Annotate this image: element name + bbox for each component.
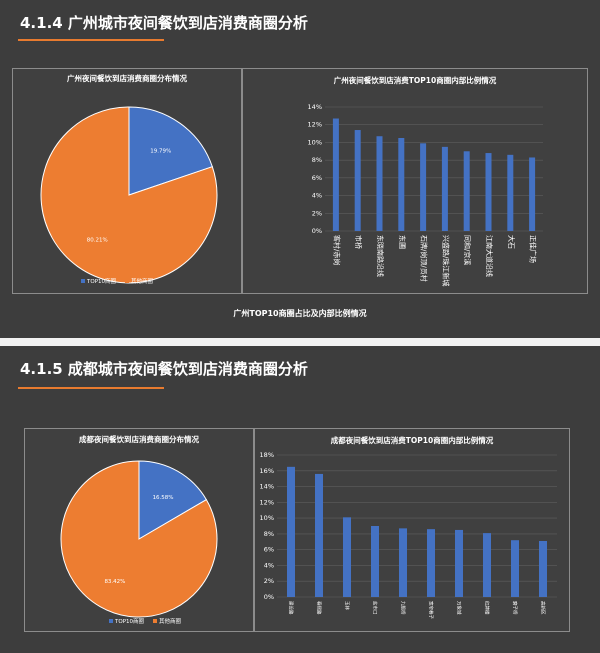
x-tick-label: 万象城 <box>456 601 463 615</box>
y-tick-label: 10% <box>308 138 322 146</box>
y-tick-label: 14% <box>308 103 322 111</box>
bar <box>287 466 295 597</box>
pie-slice <box>40 106 218 284</box>
figure-caption: 广州TOP10商圈占比及内部比例情况 <box>233 309 367 318</box>
y-tick-label: 8% <box>312 156 322 164</box>
bar <box>507 154 514 231</box>
pie-slice <box>128 106 213 196</box>
pie-slice <box>138 460 208 540</box>
legend-swatch <box>109 619 113 623</box>
section-title: 4.1.5 成都城市夜间餐饮到店消费商圈分析 <box>20 360 308 378</box>
bar <box>343 517 351 597</box>
title-underline <box>18 39 164 41</box>
bar <box>376 136 383 231</box>
pie-panel: 广州夜间餐饮到店消费商圈分布情况 19.79% 80.21% TOP10商圈 其他商圈 <box>12 68 242 294</box>
legend-swatch <box>153 619 157 623</box>
x-tick-label: 盐市口 <box>372 601 379 615</box>
bar <box>427 529 435 597</box>
y-tick-label: 6% <box>312 174 322 182</box>
legend-swatch <box>81 279 85 283</box>
legend-label: 其他商圈 <box>131 277 154 285</box>
pie-chart: 16.58% 83.42% TOP10商圈 其他商圈 <box>60 460 218 625</box>
bar-title: 广州夜间餐饮到店消费TOP10商圈内部比例情况 <box>333 76 497 85</box>
bar <box>529 157 536 231</box>
section-chengdu: 4.1.5 成都城市夜间餐饮到店消费商圈分析 成都夜间餐饮到店消费商圈分布情况 … <box>0 346 600 653</box>
x-tick-label: 正佳广场 <box>529 235 538 263</box>
pie-slice-label: 83.42% <box>104 579 125 585</box>
bar <box>539 540 547 597</box>
bar-panel: 成都夜间餐饮到店消费TOP10商圈内部比例情况 0% 2% 4% 6% 8% 10% 12%… <box>254 428 570 632</box>
x-tick-label: 客村/赤岗 <box>332 235 341 265</box>
y-tick-label: 0% <box>264 593 274 601</box>
x-tick-label: 高新区 <box>540 601 547 615</box>
y-tick-label: 16% <box>260 467 274 475</box>
y-tick-label: 12% <box>308 121 322 129</box>
section-separator <box>0 338 600 346</box>
y-tick-label: 10% <box>260 514 274 522</box>
x-tick-label: 红牌楼 <box>484 601 491 615</box>
legend-label: TOP10商圈 <box>114 617 145 625</box>
bar <box>420 143 427 231</box>
x-tick-label: 兴盛路/珠江新城 <box>441 235 450 286</box>
x-tick-label: 东圃 <box>398 235 407 249</box>
x-tick-label: 市桥 <box>354 235 363 249</box>
bar <box>441 146 448 231</box>
y-tick-label: 4% <box>312 192 322 200</box>
legend-label: 其他商圈 <box>159 617 182 625</box>
x-tick-label: 春熙路 <box>316 601 323 615</box>
bar <box>315 473 323 597</box>
y-tick-label: 18% <box>260 451 274 459</box>
x-tick-label: 石牌/岗顶/员村 <box>420 235 429 282</box>
bar <box>485 153 492 231</box>
bar-chart: 0% 2% 4% 6% 8% 10% 12% 14% 客村/赤岗 市桥 东晓南路沿线 东圃 石牌/岗顶/… <box>308 103 543 286</box>
x-tick-label: 磨子桥 <box>512 601 519 615</box>
x-tick-label: 同和/京溪 <box>463 235 472 265</box>
y-tick-label: 6% <box>264 546 274 554</box>
bar <box>455 529 463 597</box>
y-tick-label: 2% <box>264 577 274 585</box>
y-tick-label: 12% <box>260 498 274 506</box>
title-underline <box>18 387 164 389</box>
y-tick-label: 8% <box>264 530 274 538</box>
bar <box>371 526 379 597</box>
bar <box>483 533 491 597</box>
x-tick-label: 东晓南路沿线 <box>376 235 385 277</box>
legend-label: TOP10商圈 <box>86 277 117 285</box>
bar-title: 成都夜间餐饮到店消费TOP10商圈内部比例情况 <box>330 436 494 445</box>
pie-slice-label: 80.21% <box>87 237 108 243</box>
x-tick-label: 建设路 <box>288 601 295 615</box>
bar <box>398 138 405 231</box>
x-tick-label: 九眼桥 <box>400 601 407 615</box>
pie-slice-label: 19.79% <box>150 149 171 155</box>
bar <box>399 528 407 597</box>
section-guangzhou: 4.1.4 广州城市夜间餐饮到店消费商圈分析 广州夜间餐饮到店消费商圈分布情况 … <box>12 14 588 318</box>
bar <box>354 130 361 231</box>
x-tick-label: 宽窄巷子 <box>428 601 435 619</box>
y-tick-label: 2% <box>312 209 322 217</box>
y-tick-label: 4% <box>264 561 274 569</box>
bar <box>511 540 519 597</box>
y-tick-label: 14% <box>260 483 274 491</box>
pie-slice <box>60 460 218 618</box>
bar-panel: 广州夜间餐饮到店消费TOP10商圈内部比例情况 0% 2% 4% 6% 8% 10% 12%… <box>242 68 588 294</box>
legend-swatch <box>125 279 129 283</box>
bar <box>463 151 470 231</box>
x-tick-label: 玉林 <box>344 601 351 610</box>
y-tick-label: 0% <box>312 227 322 235</box>
pie-chart: 19.79% 80.21% TOP10商圈 其他商圈 <box>40 106 218 285</box>
pie-panel: 成都夜间餐饮到店消费商圈分布情况 16.58% 83.42% TOP10商圈 其他商圈 <box>24 428 254 632</box>
x-tick-label: 大石 <box>507 235 516 249</box>
x-tick-label: 江南大道沿线 <box>485 235 494 277</box>
pie-title: 成都夜间餐饮到店消费商圈分布情况 <box>79 435 199 444</box>
section-title: 4.1.4 广州城市夜间餐饮到店消费商圈分析 <box>20 14 308 32</box>
pie-title: 广州夜间餐饮到店消费商圈分布情况 <box>67 74 187 83</box>
bar <box>332 118 339 231</box>
bar-chart: 0% 2% 4% 6% 8% 10% 12% 14% 16% 18% 建设路 春熙路 玉林 盐市口 九眼桥 宽… <box>260 451 557 619</box>
pie-slice-label: 16.58% <box>153 495 174 501</box>
